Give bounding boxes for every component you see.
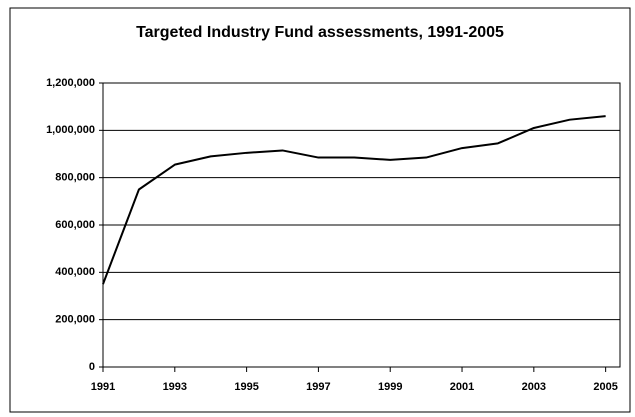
y-tick-label: 600,000	[55, 219, 95, 231]
x-tick-label: 1993	[163, 381, 187, 393]
x-tick-label: 1999	[378, 381, 402, 393]
plot-area	[102, 82, 621, 368]
x-tick-label: 1991	[91, 381, 115, 393]
y-tick-label: 400,000	[55, 266, 95, 278]
x-tick-label: 2003	[522, 381, 546, 393]
x-tick-label: 2001	[450, 381, 474, 393]
y-tick-label: 0	[89, 361, 95, 373]
x-tick-label: 1997	[306, 381, 330, 393]
x-tick-label: 2005	[593, 381, 617, 393]
chart-frame	[9, 7, 631, 413]
y-tick-label: 200,000	[55, 314, 95, 326]
line	[102, 115, 606, 285]
x-tick-label: 1995	[234, 381, 258, 393]
y-tick-label: 1,000,000	[46, 124, 95, 136]
y-tick-label: 1,200,000	[46, 77, 95, 89]
chart-title: Targeted Industry Fund assessments, 1991…	[136, 24, 504, 41]
y-tick-label: 800,000	[55, 172, 95, 184]
